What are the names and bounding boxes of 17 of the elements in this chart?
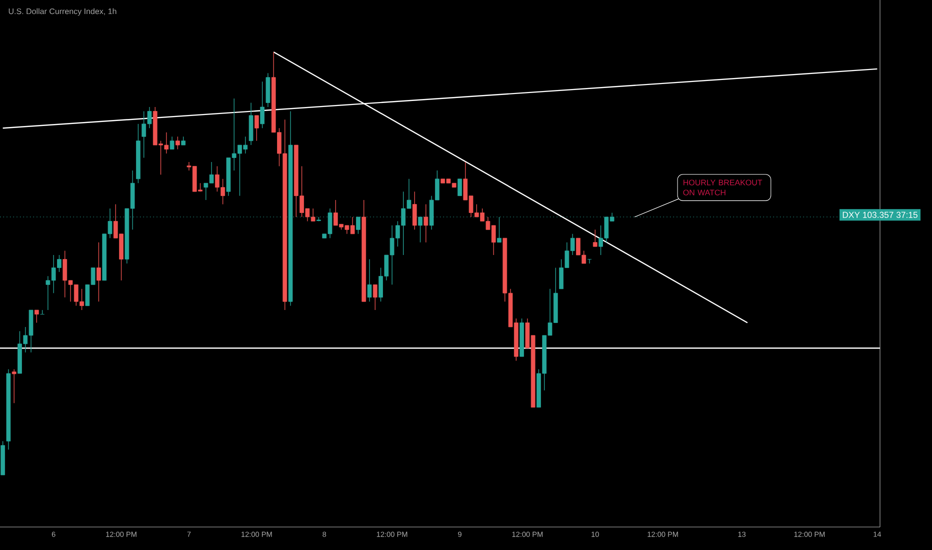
candlestick: [170, 136, 174, 150]
candlestick: [356, 216, 360, 234]
candlestick: [176, 136, 180, 150]
candlestick: [372, 284, 378, 310]
candlestick: [96, 242, 101, 302]
candlestick: [367, 258, 372, 302]
annotation: DXY 103.357 37:15: [842, 212, 918, 218]
candlestick: [458, 178, 462, 196]
candlestick: [412, 191, 417, 230]
candlestick: [260, 81, 264, 128]
annotation: HOURLY BREAKOUT ON WATCH: [683, 180, 762, 196]
chart-title: U.S. Dollar Currency Index, 1h: [8, 8, 116, 16]
candlestick: [34, 310, 39, 324]
candlestick: [12, 368, 16, 404]
candlestick: [424, 204, 428, 243]
candlestick: [254, 115, 259, 142]
candlestick: [592, 229, 598, 247]
